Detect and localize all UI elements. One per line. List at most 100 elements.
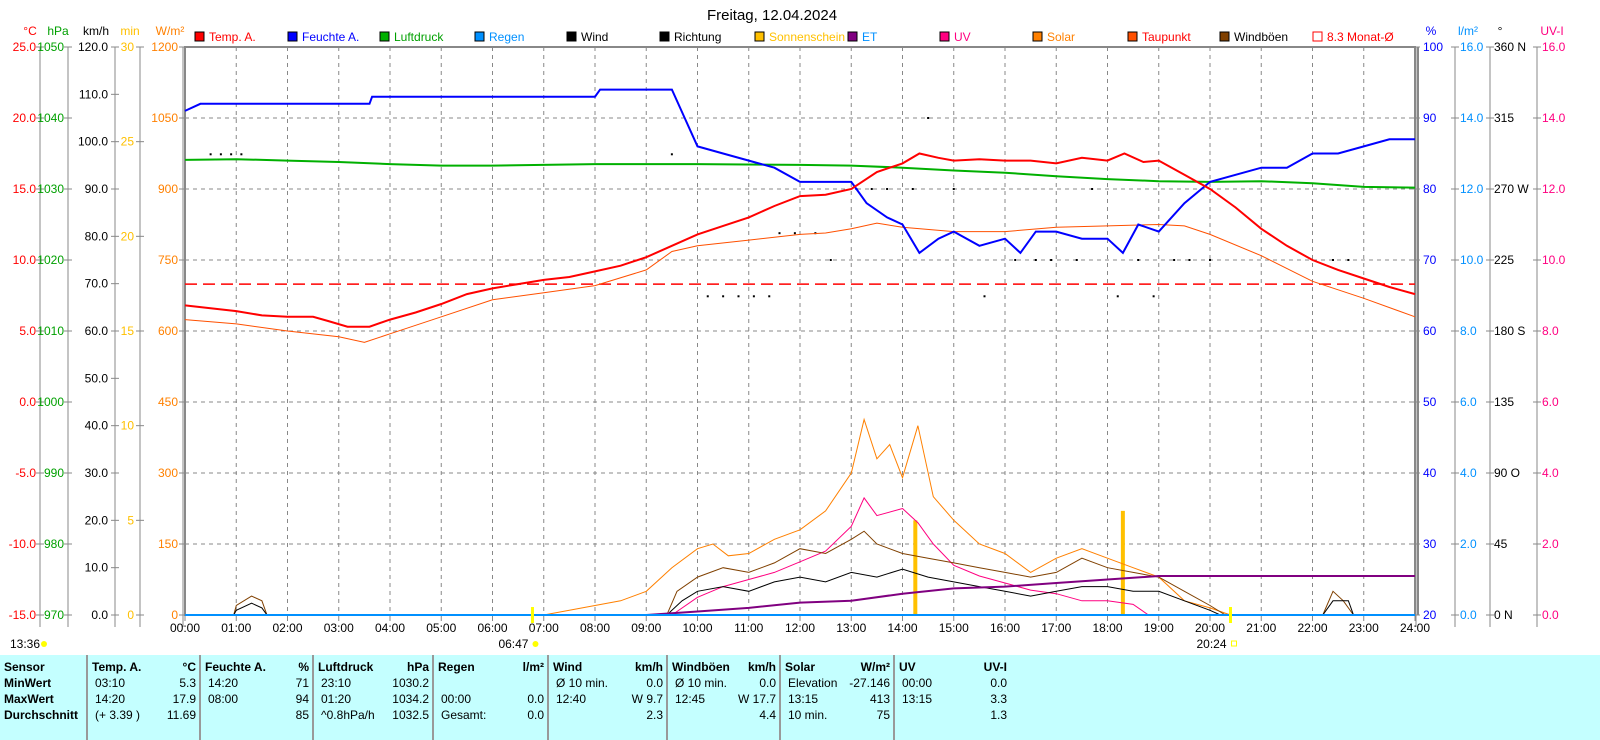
stats-header: Wind xyxy=(553,660,583,674)
stats-cell-label: Durchschnitt xyxy=(4,708,79,722)
x-tick-label: 03:00 xyxy=(324,621,354,635)
wind-direction-point xyxy=(1091,188,1094,190)
x-tick-label: 16:00 xyxy=(990,621,1020,635)
axis-unit-label: UV-I xyxy=(1540,24,1563,38)
axis-tick-label: 10.0 xyxy=(1460,253,1484,267)
axis-tick-label: 180 S xyxy=(1494,324,1525,338)
x-tick-label: 21:00 xyxy=(1246,621,1276,635)
legend-swatch xyxy=(1032,31,1043,42)
stats-unit: % xyxy=(298,660,309,674)
wind-direction-point xyxy=(209,153,212,156)
stats-unit: °C xyxy=(182,660,196,674)
stats-group-sensor: Sensor MinWert MaxWert Durchschnitt xyxy=(0,655,86,740)
legend-swatch xyxy=(194,31,205,42)
stats-cell-value: 1030.2 xyxy=(392,676,429,690)
axis-tick-label: 0 xyxy=(127,608,134,622)
stats-cell-value: 0.0 xyxy=(527,708,544,722)
axis-unit-label: l/m² xyxy=(1458,24,1478,38)
axis-tick-label: 0.0 xyxy=(19,395,36,409)
x-tick-label: 14:00 xyxy=(887,621,917,635)
stats-cell-value: 17.9 xyxy=(172,692,196,706)
legend-label: Taupunkt xyxy=(1142,30,1191,44)
axis-tick-label: 12.0 xyxy=(1542,182,1566,196)
axis-tick-label: 315 xyxy=(1494,111,1514,125)
stats-cell-label: 14:20 xyxy=(208,676,239,690)
stats-cell-label: ^0.8hPa/h xyxy=(321,708,375,722)
stats-cell-label xyxy=(553,707,556,723)
axis-tick-label: 0 N xyxy=(1494,608,1513,622)
stats-cell-label: MinWert xyxy=(4,676,52,690)
axis-tick-label: 14.0 xyxy=(1460,111,1484,125)
axis-tick-label: 1020 xyxy=(37,253,64,267)
x-tick-label: 04:00 xyxy=(375,621,405,635)
wind-direction-point xyxy=(1050,259,1053,261)
axis-tick-label: 135 xyxy=(1494,395,1514,409)
stats-cell-value: 5.3 xyxy=(179,676,196,690)
x-tick-label: 17:00 xyxy=(1041,621,1071,635)
x-tick-label: 22:00 xyxy=(1297,621,1327,635)
wind-direction-point xyxy=(670,153,673,156)
moonrise-time: 13:36 xyxy=(10,637,40,651)
series-windb-en xyxy=(233,530,1354,616)
stats-group-temp: Temp. A. °C 03:10 5.3 14:20 17.9 (+ 3.39 ) 11.6… xyxy=(86,655,199,740)
axis-tick-label: 12.0 xyxy=(1460,182,1484,196)
axis-tick-label: -15.0 xyxy=(9,608,37,622)
legend-swatch xyxy=(1312,31,1323,42)
axis-tick-label: 600 xyxy=(158,324,178,338)
x-tick-label: 07:00 xyxy=(529,621,559,635)
series-luftdruck xyxy=(184,158,1416,189)
axis-tick-label: 990 xyxy=(44,466,64,480)
axis-unit-label: hPa xyxy=(47,24,69,38)
legend-swatch xyxy=(659,31,670,42)
axis-unit-label: W/m² xyxy=(156,24,185,38)
axis-tick-label: 90 O xyxy=(1494,466,1520,480)
statistics-table: Sensor MinWert MaxWert Durchschnitt Temp. A.… xyxy=(0,655,1600,740)
wind-direction-point xyxy=(737,295,740,298)
sunrise-icon xyxy=(532,641,539,647)
x-tick-label: 08:00 xyxy=(580,621,610,635)
wind-direction-point xyxy=(911,188,914,190)
axis-tick-label: 50.0 xyxy=(85,371,109,385)
axis-tick-label: 6.0 xyxy=(1460,395,1477,409)
axis-tick-label: 60.0 xyxy=(85,324,109,338)
sunset-time: 20:24 xyxy=(1196,637,1226,651)
axis-tick-label: 90.0 xyxy=(85,182,109,196)
stats-cell-value: -27.146 xyxy=(849,676,890,690)
stats-group-regen: Regen l/m² 00:00 0.0 Gesamt: 0.0 xyxy=(432,655,547,740)
legend-label: UV xyxy=(954,30,971,44)
axis-tick-label: 14.0 xyxy=(1542,111,1566,125)
x-tick-label: 23:00 xyxy=(1349,621,1379,635)
stats-group-feuchte: Feuchte A.% 14:20 71 08:00 94 85 xyxy=(199,655,312,740)
series-feuchte-a- xyxy=(184,88,1415,255)
axis-tick-label: 1040 xyxy=(37,111,64,125)
stats-cell-value: 85 xyxy=(295,708,309,722)
stats-cell-label: Elevation xyxy=(788,676,838,690)
axis-tick-label: 970 xyxy=(44,608,64,622)
x-tick-label: 13:00 xyxy=(836,621,866,635)
x-tick-label: 24:00 xyxy=(1400,621,1430,635)
stats-cell-label xyxy=(205,707,208,723)
stats-group-luftdruck: Luftdruck hPa 23:10 1030.2 01:20 1034.2 ^0.8hP… xyxy=(312,655,432,740)
axis-unit-label: ° xyxy=(1498,24,1503,38)
wind-direction-point xyxy=(230,153,233,156)
x-tick-label: 06:00 xyxy=(477,621,507,635)
axis-unit-label: % xyxy=(1426,24,1437,38)
stats-cell-value: 413 xyxy=(869,692,890,706)
series-temp-a- xyxy=(184,152,1416,328)
axis-tick-label: 450 xyxy=(158,395,178,409)
axis-tick-label: 16.0 xyxy=(1460,40,1484,54)
axis-tick-label: 80.0 xyxy=(85,229,109,243)
stats-cell-value: 2.3 xyxy=(646,708,663,722)
stats-cell-value: 0.0 xyxy=(759,676,776,690)
stats-cell-value: W 9.7 xyxy=(631,692,663,706)
legend-label: Regen xyxy=(489,30,524,44)
axis-tick-label: 4.0 xyxy=(1460,466,1477,480)
axis-tick-label: 1050 xyxy=(37,40,64,54)
axis-tick-label: 360 N xyxy=(1494,40,1526,54)
series-marks: 06:47 20:24 13:36 xyxy=(10,88,1416,651)
stats-header: Windböen xyxy=(672,660,730,674)
stats-cell-value: 0.0 xyxy=(646,676,663,690)
series-et xyxy=(646,575,1415,616)
stats-cell-label: 12:40 xyxy=(556,692,587,706)
wind-direction-point xyxy=(722,295,725,298)
